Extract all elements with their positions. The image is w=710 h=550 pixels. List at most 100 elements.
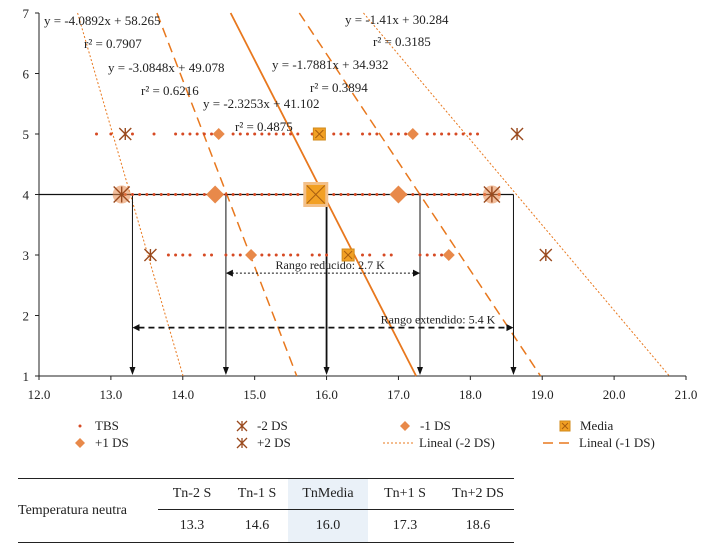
x-tick-label: 15.0 [243,387,266,402]
data-point [113,186,131,203]
legend-label: Lineal (-2 DS) [419,435,495,450]
legend-label: Media [580,418,613,433]
data-point [361,193,364,196]
data-point [368,193,372,196]
data-point [454,132,458,136]
data-point [231,132,235,136]
legend-label: -2 DS [257,418,288,433]
x-tick-label: 12.0 [28,387,51,402]
data-point [181,253,185,257]
data-point [238,193,242,196]
data-point [138,193,142,196]
legend-swatch-cross [561,422,569,430]
data-point [245,132,249,136]
data-point [510,127,524,141]
range-arrow [506,324,514,332]
table-row-label: Temperatura neutra [18,503,128,518]
data-point [188,193,192,196]
data-point [425,253,429,257]
data-point [238,132,242,136]
x-tick-label: 16.0 [315,387,338,402]
table-header: Tn+1 S [368,478,442,510]
data-point [389,132,393,136]
data-point [418,253,422,257]
x-tick-label: 21.0 [675,387,698,402]
data-point [159,193,163,196]
data-point [224,193,228,196]
x-tick-label: 20.0 [603,387,626,402]
data-point [188,253,192,257]
data-point [281,253,285,257]
r2-label: r² = 0.3894 [310,80,368,95]
neutral-temperature-table: Temperatura neutra Tn-2 S Tn-1 S TnMedia… [18,478,514,543]
range-arrow [413,269,421,277]
range-label: Rango extendido: 5.4 K [381,313,496,327]
data-point-cross [343,250,353,260]
data-point [267,253,271,257]
data-point [281,193,285,196]
data-point [468,132,472,136]
data-point [231,193,235,196]
y-tick-label: 5 [23,127,30,142]
legend-label: -1 DS [420,418,451,433]
data-point [332,132,336,136]
data-point [296,193,300,196]
data-point [339,193,343,196]
range-label: Rango reducido: 2.7 K [275,258,385,272]
drop-arrow [510,367,517,375]
data-point [442,249,455,261]
data-point [346,193,350,196]
table-header: TnMedia [288,478,368,510]
data-point [353,193,357,196]
legend-label: TBS [95,418,119,433]
data-point [425,132,429,136]
table-cell: 14.6 [244,518,270,533]
data-point [432,193,436,196]
data-point [202,193,206,196]
data-point [152,193,156,196]
data-point [375,132,379,136]
r2-label: r² = 0.4875 [235,119,293,134]
equation-label: y = -2.3253x + 41.102 [203,96,320,111]
data-point [461,132,465,136]
data-point [130,193,134,196]
legend-swatch [236,437,248,449]
equation-label: y = -1.7881x + 34.932 [272,57,389,72]
data-point [339,132,343,136]
data-point [253,132,257,136]
data-point [296,253,300,257]
legend-swatch [75,438,85,448]
data-point [447,132,451,136]
data-point [346,132,350,136]
x-tick-label: 14.0 [171,387,194,402]
x-tick-label: 17.0 [387,387,410,402]
data-point [418,193,422,196]
data-point [389,253,393,257]
data-point [210,253,214,257]
data-point [145,193,149,196]
legend-swatch [236,420,248,432]
data-point [361,253,364,257]
data-point [432,253,436,257]
data-point [109,132,113,136]
y-tick-label: 1 [23,369,30,384]
data-point [411,193,415,196]
data-point [210,132,214,136]
equation-label: y = -1.41x + 30.284 [345,12,449,27]
table-cell: 17.3 [392,518,418,533]
y-tick-label: 4 [23,188,30,203]
data-point [130,132,134,136]
x-tick-label: 13.0 [100,387,123,402]
data-point [440,132,444,136]
data-point [539,248,553,262]
table-header: Tn-1 S [226,478,288,510]
data-point [274,132,278,136]
table-header: Tn-2 S [158,478,226,510]
data-point [206,185,225,204]
data-point [361,132,364,136]
data-point [468,193,472,196]
r2-label: r² = 0.7907 [84,36,142,51]
data-point [296,132,300,136]
data-point [325,253,329,257]
drop-arrow [417,367,424,375]
